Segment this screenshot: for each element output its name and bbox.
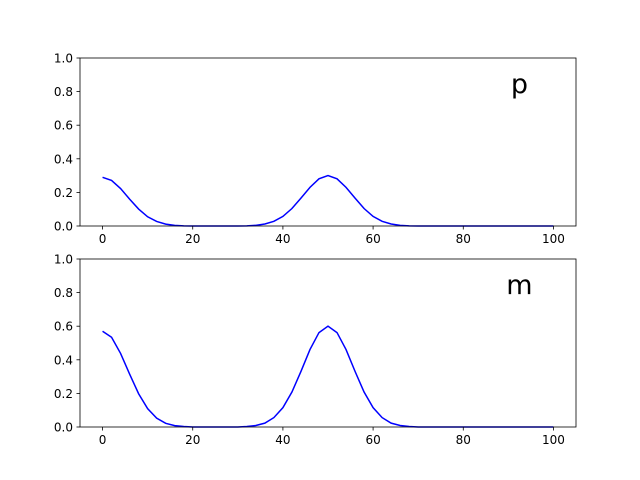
data-line <box>102 325 554 428</box>
axes-frame <box>79 258 577 428</box>
y-tick-label: 0.2 <box>54 387 73 401</box>
y-tick-label: 0.6 <box>54 119 73 133</box>
x-tick-label: 20 <box>185 433 200 447</box>
x-tick-label: 20 <box>185 232 200 246</box>
y-tick-label: 0.0 <box>54 220 73 234</box>
data-line <box>102 174 554 227</box>
y-tick-label: 0.4 <box>54 353 73 367</box>
x-tick-label: 60 <box>365 433 380 447</box>
x-tick-label: 100 <box>542 232 565 246</box>
x-tick-label: 0 <box>99 433 107 447</box>
y-tick-label: 1.0 <box>54 253 73 267</box>
x-tick-label: 80 <box>456 433 471 447</box>
y-tick-label: 0.6 <box>54 320 73 334</box>
subplot-label: p <box>511 69 528 100</box>
y-tick-label: 0.8 <box>54 85 73 99</box>
x-tick-label: 40 <box>275 433 290 447</box>
y-tick-label: 1.0 <box>54 52 73 66</box>
axes-frame <box>79 57 577 227</box>
x-tick-label: 40 <box>275 232 290 246</box>
y-tick-label: 0.2 <box>54 186 73 200</box>
y-tick-label: 0.4 <box>54 152 73 166</box>
y-tick-label: 0.0 <box>54 421 73 435</box>
y-tick-label: 0.8 <box>54 286 73 300</box>
x-tick-label: 100 <box>542 433 565 447</box>
x-tick-label: 60 <box>365 232 380 246</box>
subplot-label: m <box>506 270 532 301</box>
x-tick-label: 0 <box>99 232 107 246</box>
x-tick-label: 80 <box>456 232 471 246</box>
